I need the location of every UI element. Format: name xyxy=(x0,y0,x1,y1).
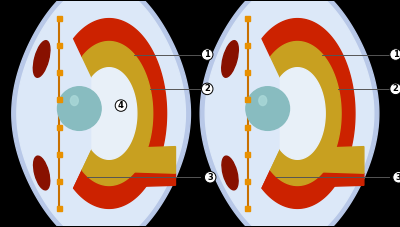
Bar xyxy=(245,70,250,75)
Bar xyxy=(245,43,250,48)
Bar xyxy=(57,43,62,48)
Ellipse shape xyxy=(34,156,50,190)
Bar xyxy=(245,16,250,21)
Polygon shape xyxy=(74,19,166,208)
Bar xyxy=(57,70,62,75)
Polygon shape xyxy=(270,147,364,173)
Polygon shape xyxy=(92,68,137,159)
Polygon shape xyxy=(262,170,364,188)
Bar xyxy=(245,152,250,157)
Polygon shape xyxy=(12,0,190,227)
Ellipse shape xyxy=(259,96,267,106)
Bar xyxy=(245,97,250,102)
Polygon shape xyxy=(17,0,186,227)
Ellipse shape xyxy=(222,156,238,190)
Circle shape xyxy=(246,87,290,130)
Bar xyxy=(57,206,62,211)
Polygon shape xyxy=(270,42,341,185)
Polygon shape xyxy=(82,42,153,185)
Text: 2: 2 xyxy=(393,84,398,93)
Polygon shape xyxy=(74,170,176,188)
Polygon shape xyxy=(280,68,325,159)
Polygon shape xyxy=(82,147,176,173)
Bar xyxy=(245,179,250,184)
Bar xyxy=(57,152,62,157)
Ellipse shape xyxy=(70,96,78,106)
Circle shape xyxy=(58,87,101,130)
Polygon shape xyxy=(262,19,355,208)
Bar xyxy=(57,97,62,102)
Ellipse shape xyxy=(33,41,50,77)
Bar xyxy=(57,125,62,130)
Text: 3: 3 xyxy=(396,173,400,182)
Text: 4: 4 xyxy=(118,101,124,110)
Bar xyxy=(245,125,250,130)
Polygon shape xyxy=(200,0,379,227)
Text: 1: 1 xyxy=(204,50,210,59)
Text: 2: 2 xyxy=(204,84,210,93)
Ellipse shape xyxy=(222,41,238,77)
Bar xyxy=(57,179,62,184)
Bar xyxy=(245,206,250,211)
Polygon shape xyxy=(205,0,374,227)
Text: 3: 3 xyxy=(207,173,213,182)
Text: 1: 1 xyxy=(393,50,398,59)
Bar xyxy=(57,16,62,21)
